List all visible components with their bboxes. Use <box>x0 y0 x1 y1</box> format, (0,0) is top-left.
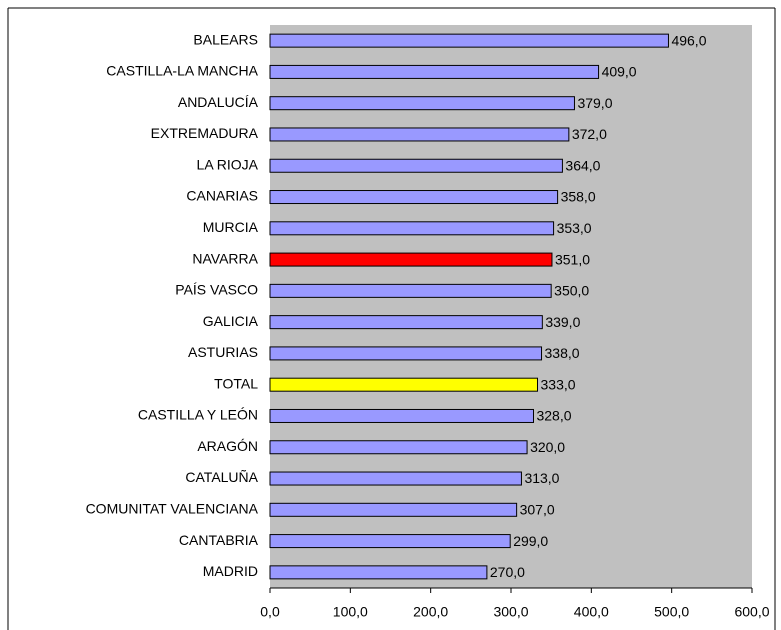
y-tick-label: LA RIOJA <box>197 156 259 172</box>
y-tick-label: ANDALUCÍA <box>178 94 259 110</box>
value-label: 339,0 <box>545 314 580 330</box>
value-label: 372,0 <box>572 126 607 142</box>
bar <box>269 252 553 267</box>
bar <box>269 534 511 549</box>
bar <box>269 377 539 392</box>
value-label: 351,0 <box>555 251 590 267</box>
value-label: 320,0 <box>530 439 565 455</box>
x-tick-label: 400,0 <box>574 604 609 620</box>
bar <box>269 96 575 111</box>
value-label: 299,0 <box>513 533 548 549</box>
bar <box>269 283 552 298</box>
y-tick-label: ARAGÓN <box>197 438 258 454</box>
y-tick-label: CASTILLA Y LEÓN <box>138 407 258 423</box>
y-tick-label: NAVARRA <box>192 250 258 266</box>
y-tick-label: GALICIA <box>203 313 259 329</box>
y-tick-label: EXTREMADURA <box>151 125 259 141</box>
value-label: 270,0 <box>490 564 525 580</box>
value-label: 313,0 <box>524 470 559 486</box>
x-tick-label: 300,0 <box>493 604 528 620</box>
bar <box>269 315 543 330</box>
plot-area <box>270 25 752 588</box>
value-label: 364,0 <box>565 157 600 173</box>
value-label: 379,0 <box>577 95 612 111</box>
value-label: 358,0 <box>561 189 596 205</box>
y-tick-label: CATALUÑA <box>185 469 258 485</box>
bar <box>269 346 543 361</box>
x-tick-label: 200,0 <box>413 604 448 620</box>
value-label: 328,0 <box>536 408 571 424</box>
y-tick-label: CANARIAS <box>186 188 258 204</box>
y-tick-label: CASTILLA-LA MANCHA <box>106 63 258 79</box>
bar <box>269 127 570 142</box>
y-tick-label: MURCIA <box>203 219 259 235</box>
y-tick-label: MADRID <box>203 563 258 579</box>
bar <box>269 158 563 173</box>
x-tick-label: 500,0 <box>654 604 689 620</box>
x-tick-label: 100,0 <box>333 604 368 620</box>
value-label: 350,0 <box>554 283 589 299</box>
bar <box>269 471 522 486</box>
bar <box>269 190 559 205</box>
value-label: 409,0 <box>602 64 637 80</box>
value-label: 333,0 <box>541 376 576 392</box>
bar <box>269 64 600 79</box>
bar <box>269 565 488 580</box>
y-tick-label: ASTURIAS <box>188 344 258 360</box>
x-tick-label: 0,0 <box>260 604 280 620</box>
bar <box>269 33 669 48</box>
value-label: 353,0 <box>557 220 592 236</box>
y-tick-label: CANTABRIA <box>179 532 259 548</box>
bar <box>269 221 555 236</box>
value-label: 307,0 <box>520 502 555 518</box>
x-tick-label: 600,0 <box>734 604 769 620</box>
value-label: 338,0 <box>545 345 580 361</box>
y-tick-label: PAÍS VASCO <box>175 282 258 298</box>
y-tick-label: BALEARS <box>193 31 258 47</box>
bar <box>269 502 518 517</box>
value-label: 496,0 <box>671 32 706 48</box>
bar <box>269 440 528 455</box>
y-tick-label: TOTAL <box>214 375 258 391</box>
bar <box>269 408 534 423</box>
y-tick-label: COMUNITAT VALENCIANA <box>86 501 259 517</box>
